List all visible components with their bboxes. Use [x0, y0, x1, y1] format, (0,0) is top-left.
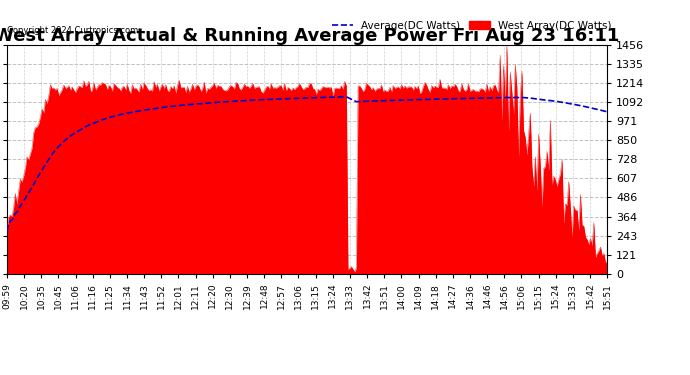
Legend: Average(DC Watts), West Array(DC Watts): Average(DC Watts), West Array(DC Watts)	[328, 16, 615, 35]
Title: West Array Actual & Running Average Power Fri Aug 23 16:11: West Array Actual & Running Average Powe…	[0, 27, 620, 45]
Text: Copyright 2024 Curtronics.com: Copyright 2024 Curtronics.com	[7, 26, 138, 35]
